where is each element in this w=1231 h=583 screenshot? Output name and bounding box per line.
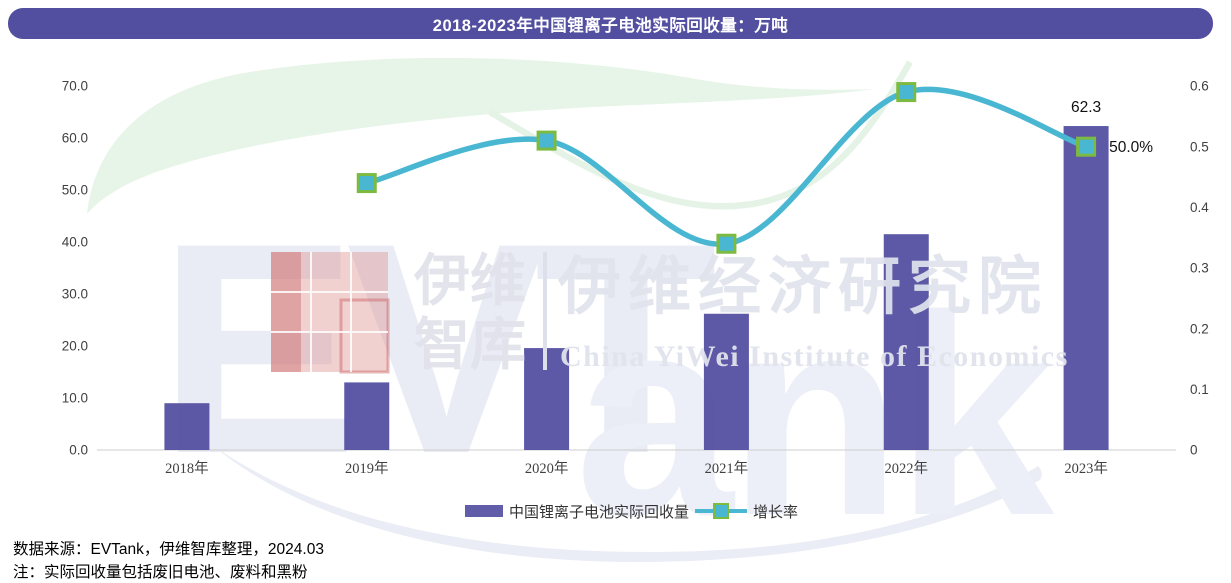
left-axis-tick-0: 0.0: [69, 443, 88, 458]
yiwei-logo-watermark: [271, 252, 388, 372]
right-axis-tick-5: 0.5: [1190, 139, 1209, 154]
yiwei-logo-stripe: [271, 252, 301, 372]
right-axis-tick-4: 0.4: [1190, 200, 1209, 215]
gray-swoosh: [212, 445, 1042, 562]
yiwei-logo-inner-square: [339, 298, 390, 374]
marker-2021: [716, 233, 737, 254]
legend-growth-label: 增长率: [753, 503, 799, 521]
scope-note: 注：实际回收量包括废旧电池、废料和黑粉: [13, 563, 308, 581]
right-axis-tick-6: 0.6: [1190, 79, 1209, 94]
bar-2019: [344, 382, 390, 450]
x-axis-label-2020: 2020年: [525, 460, 569, 477]
watermark-evt-text: EVT: [158, 180, 717, 516]
watermark-cn-full: 伊维经济研究院: [557, 252, 1048, 322]
marker-2020: [536, 130, 557, 151]
left-axis-tick-1: 10.0: [62, 391, 88, 406]
watermark-divider: [543, 252, 547, 370]
axes: 0.0 10.0 20.0 30.0 40.0 50.0 60.0 70.0 0 0.1 0.2 0.…: [62, 79, 1210, 477]
watermark-cn-short-line1: 伊维: [413, 249, 526, 312]
x-axis-label-2021: 2021年: [705, 460, 749, 477]
legend-bar-label: 中国锂离子电池实际回收量: [508, 503, 689, 521]
green-arc-tail: [488, 60, 913, 210]
x-axis-label-2018: 2018年: [165, 460, 209, 477]
marker-2019: [356, 173, 377, 194]
yiwei-logo-gridlines: [271, 252, 388, 372]
left-axis-tick-2: 20.0: [62, 339, 88, 354]
bar-2018: [164, 403, 210, 450]
footnotes: 数据来源：EVTank，伊维智库整理，2024.03 注：实际回收量包括废旧电池…: [13, 539, 324, 583]
watermark-en-full: China YiWei Institute of Economics: [560, 340, 1069, 373]
bar-2023: [1063, 126, 1109, 450]
bar-2022: [883, 234, 929, 450]
left-axis-tick-4: 40.0: [62, 235, 88, 250]
x-axis-label-2019: 2019年: [345, 460, 389, 477]
right-axis-tick-1: 0.1: [1190, 382, 1209, 397]
watermark-ank-text: ank: [575, 257, 1056, 575]
left-axis-tick-6: 60.0: [62, 131, 88, 146]
x-axis-label-2022: 2022年: [885, 460, 929, 477]
left-axis-tick-7: 70.0: [62, 79, 88, 94]
title-banner: 2018-2023年中国锂离子电池实际回收量：万吨: [8, 8, 1213, 39]
chart-title: 2018-2023年中国锂离子电池实际回收量：万吨: [432, 16, 789, 35]
green-swoosh: [87, 57, 874, 214]
decor-layer: [87, 57, 1042, 562]
x-axis-label-2023: 2023年: [1064, 460, 1108, 477]
legend-bar-swatch: [464, 505, 503, 517]
line-series: 62.3 50.0%: [356, 82, 1153, 254]
left-axis-tick-3: 30.0: [62, 287, 88, 302]
legend-line-swatch: [695, 502, 747, 520]
right-axis-tick-2: 0.2: [1190, 321, 1209, 336]
marker-2023: [1076, 136, 1097, 157]
right-axis-tick-3: 0.3: [1190, 261, 1209, 276]
watermark-cn-short-line2: 智库: [414, 313, 526, 376]
bar-series: [164, 126, 1109, 450]
chart-legend: 中国锂离子电池实际回收量 增长率: [16, 500, 1231, 522]
data-source-note: 数据来源：EVTank，伊维智库整理，2024.03: [13, 541, 324, 558]
bar-2021: [703, 313, 749, 450]
marker-2022: [896, 82, 917, 103]
rate-value-label-2023: 50.0%: [1109, 139, 1153, 156]
left-axis-tick-5: 50.0: [62, 183, 88, 198]
legend-line-marker: [713, 503, 729, 519]
right-axis-tick-0: 0: [1190, 443, 1198, 458]
bar-value-label-2023: 62.3: [1071, 99, 1101, 116]
watermark-back: EVTank: [158, 180, 1062, 575]
